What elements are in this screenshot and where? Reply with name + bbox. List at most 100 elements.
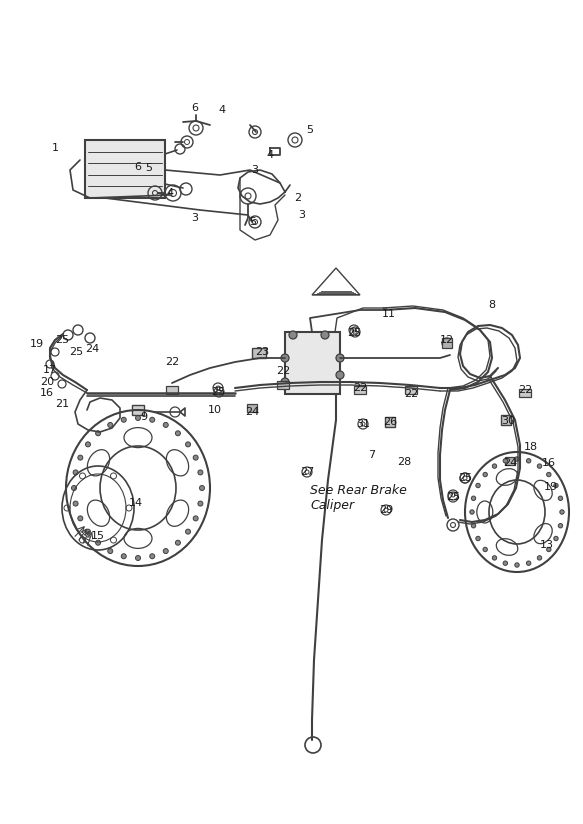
Circle shape xyxy=(193,516,198,521)
Text: 20: 20 xyxy=(40,377,54,387)
Circle shape xyxy=(526,459,531,463)
Circle shape xyxy=(336,354,344,362)
Circle shape xyxy=(560,510,564,514)
Bar xyxy=(505,457,515,465)
Circle shape xyxy=(492,464,497,468)
Text: 24: 24 xyxy=(85,344,99,354)
Text: 26: 26 xyxy=(383,417,397,427)
Text: 2: 2 xyxy=(294,193,301,203)
Circle shape xyxy=(321,331,329,339)
Circle shape xyxy=(559,496,563,500)
Text: 4: 4 xyxy=(266,150,273,160)
Text: 3: 3 xyxy=(191,213,198,223)
Text: 16: 16 xyxy=(40,388,54,398)
Text: 25: 25 xyxy=(458,473,472,483)
Circle shape xyxy=(483,547,487,552)
Circle shape xyxy=(72,485,76,490)
Text: 16: 16 xyxy=(542,458,556,468)
Text: 17: 17 xyxy=(43,365,57,375)
Circle shape xyxy=(492,555,497,560)
Text: 5: 5 xyxy=(250,217,257,227)
Text: 22: 22 xyxy=(165,357,179,367)
Text: 10: 10 xyxy=(208,405,222,415)
Circle shape xyxy=(547,547,551,552)
Circle shape xyxy=(199,485,205,490)
Circle shape xyxy=(86,529,90,534)
Circle shape xyxy=(281,354,289,362)
Circle shape xyxy=(289,331,297,339)
Circle shape xyxy=(515,563,519,567)
Circle shape xyxy=(336,371,344,379)
Bar xyxy=(166,386,178,394)
Text: 9: 9 xyxy=(141,412,147,422)
Circle shape xyxy=(121,417,127,422)
Text: 22: 22 xyxy=(353,383,367,393)
Circle shape xyxy=(185,529,191,534)
Circle shape xyxy=(73,501,78,506)
Circle shape xyxy=(108,549,113,554)
Text: 21: 21 xyxy=(55,399,69,409)
Bar xyxy=(85,140,165,198)
Text: 14: 14 xyxy=(129,498,143,508)
Text: 15: 15 xyxy=(91,531,105,541)
Circle shape xyxy=(121,554,127,559)
Text: 13: 13 xyxy=(540,540,554,550)
Text: 28: 28 xyxy=(397,457,411,467)
Circle shape xyxy=(483,472,487,477)
Circle shape xyxy=(503,459,508,463)
Circle shape xyxy=(185,442,191,447)
Circle shape xyxy=(198,470,203,475)
Circle shape xyxy=(135,555,141,560)
Circle shape xyxy=(538,464,542,468)
Text: 29: 29 xyxy=(379,505,393,515)
Circle shape xyxy=(470,510,474,514)
Text: 22: 22 xyxy=(404,389,418,399)
Text: 5: 5 xyxy=(146,163,153,173)
Bar xyxy=(247,404,257,412)
Circle shape xyxy=(96,541,101,545)
Circle shape xyxy=(476,484,480,488)
Text: 24: 24 xyxy=(245,407,259,417)
Circle shape xyxy=(175,431,180,436)
Text: 5: 5 xyxy=(307,125,314,135)
Bar xyxy=(405,386,417,394)
Text: 22: 22 xyxy=(276,366,290,376)
Bar xyxy=(385,417,395,427)
Circle shape xyxy=(476,536,480,541)
Circle shape xyxy=(96,431,101,436)
Text: 12: 12 xyxy=(440,335,454,345)
Bar xyxy=(285,332,340,394)
Bar xyxy=(132,405,144,415)
Bar xyxy=(442,338,452,348)
Text: 22: 22 xyxy=(518,385,532,395)
Circle shape xyxy=(175,541,180,545)
Text: 23: 23 xyxy=(255,347,269,357)
Text: 3: 3 xyxy=(298,210,305,220)
Circle shape xyxy=(554,536,558,541)
Circle shape xyxy=(78,455,83,460)
Text: See Rear Brake
Caliper: See Rear Brake Caliper xyxy=(310,484,407,512)
Circle shape xyxy=(471,523,476,528)
Text: 30: 30 xyxy=(501,416,515,426)
Circle shape xyxy=(559,523,563,528)
Circle shape xyxy=(108,423,113,428)
Text: 7: 7 xyxy=(368,450,375,460)
Circle shape xyxy=(281,378,289,386)
Circle shape xyxy=(78,516,83,521)
Text: 8: 8 xyxy=(489,300,496,310)
Text: 24: 24 xyxy=(503,458,517,468)
Bar xyxy=(519,389,531,397)
Text: 25: 25 xyxy=(347,328,361,338)
Circle shape xyxy=(547,472,551,477)
Circle shape xyxy=(554,484,558,488)
Circle shape xyxy=(150,417,154,422)
Text: 4: 4 xyxy=(166,188,174,198)
Text: 6: 6 xyxy=(191,103,198,113)
Text: 18: 18 xyxy=(524,442,538,452)
Circle shape xyxy=(135,415,141,420)
Circle shape xyxy=(471,496,476,500)
Circle shape xyxy=(503,561,508,565)
Text: 25: 25 xyxy=(446,492,460,502)
Bar xyxy=(501,415,511,425)
Circle shape xyxy=(163,423,168,428)
